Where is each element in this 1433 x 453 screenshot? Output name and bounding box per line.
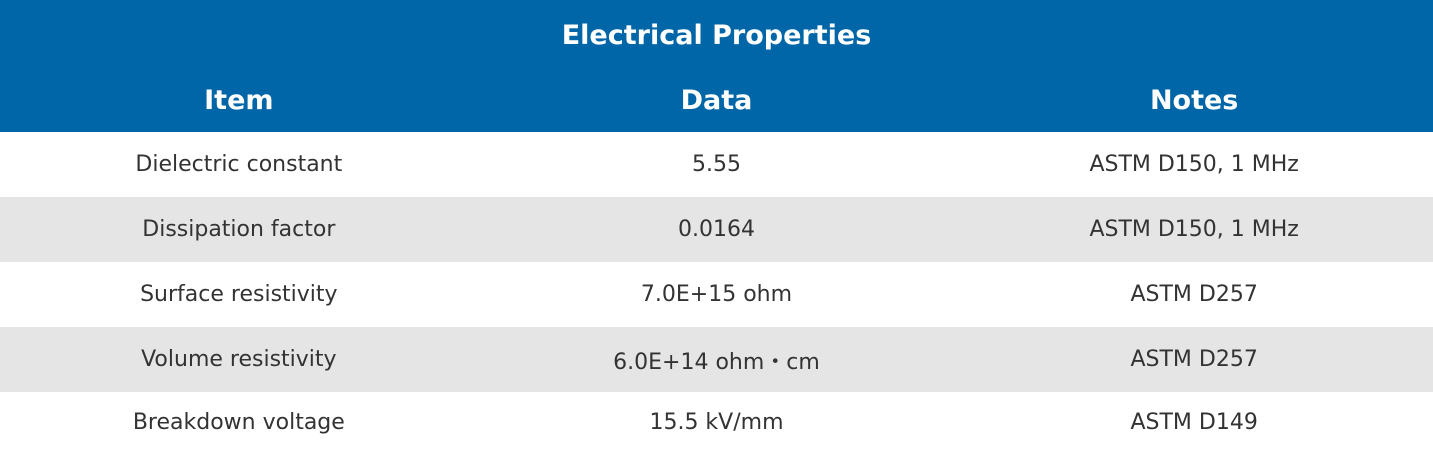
table-cell: Surface resistivity bbox=[140, 282, 338, 307]
table-body: Dielectric constant 5.55 ASTM D150, 1 MHz D… bbox=[0, 132, 1433, 453]
header-row: Item Data Notes bbox=[0, 68, 1433, 132]
table-head: Electrical Properties Item Data Notes bbox=[0, 0, 1433, 132]
table-row: Dissipation factor 0.0164 ASTM D150, 1 MHz bbox=[0, 197, 1433, 262]
table-cell: Breakdown voltage bbox=[132, 410, 345, 435]
column-header: Data bbox=[477, 68, 956, 132]
table-cell: 5.55 bbox=[691, 152, 741, 177]
column-header: Item bbox=[0, 68, 478, 132]
table-cell: 6.0E+14 ohm・cm bbox=[477, 327, 956, 392]
table-cell: ASTM D257 bbox=[955, 327, 1433, 392]
table-cell: Volume resistivity bbox=[0, 327, 478, 392]
table-row: Surface resistivity 7.0E+15 ohm ASTM D257 bbox=[0, 262, 1433, 327]
table-cell: ASTM D150, 1 MHz bbox=[955, 197, 1433, 262]
table-cell: Dissipation factor bbox=[0, 197, 478, 262]
table-row: Breakdown voltage 15.5 kV/mm ASTM D149 bbox=[0, 392, 1433, 453]
table-cell: 0.0164 bbox=[477, 197, 956, 262]
table-cell: ASTM D257 bbox=[1130, 282, 1258, 307]
table-cell: 7.0E+15 ohm bbox=[640, 282, 793, 307]
table-row: Volume resistivity 6.0E+14 ohm・cm ASTM D25… bbox=[0, 327, 1433, 392]
table-cell: 15.5 kV/mm bbox=[649, 410, 784, 435]
table-cell: ASTM D150, 1 MHz bbox=[1089, 152, 1299, 177]
column-header: Notes bbox=[955, 68, 1433, 132]
table-cell: Dielectric constant bbox=[135, 152, 343, 177]
table-row: Dielectric constant 5.55 ASTM D150, 1 MHz bbox=[0, 132, 1433, 197]
table-cell: ASTM D149 bbox=[1130, 410, 1258, 435]
table-title: Electrical Properties bbox=[0, 0, 1433, 68]
title-row: Electrical Properties bbox=[0, 0, 1433, 68]
